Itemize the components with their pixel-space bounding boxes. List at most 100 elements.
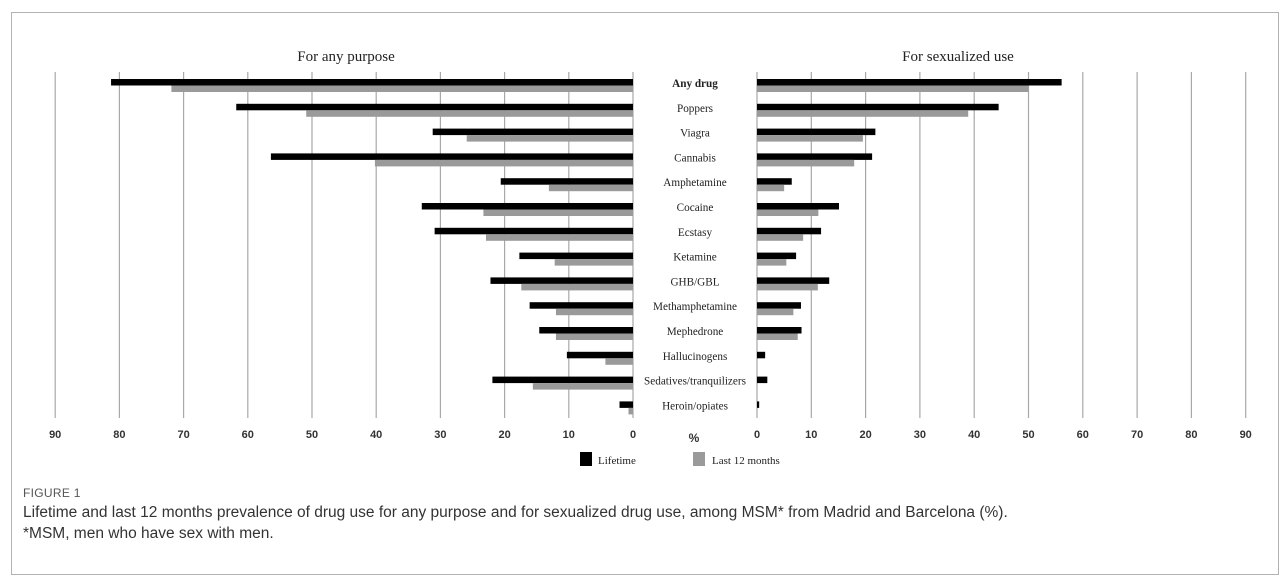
bar-any-last12-amphetamine bbox=[548, 184, 633, 192]
bar-sex-last12-ghb-gbl bbox=[757, 283, 818, 291]
category-label-cannabis: Cannabis bbox=[674, 152, 716, 164]
bar-any-lifetime-amphetamine bbox=[500, 178, 633, 185]
tick-labels: 0 0 10 10 20 20 30 30 40 40 50 50 60 60 70 70 80 80 90 90 bbox=[49, 429, 1252, 441]
bar-any-last12-viagra bbox=[466, 135, 633, 142]
bar-sex-last12-ecstasy bbox=[757, 234, 804, 241]
bar-any-last12-any-drug bbox=[171, 85, 634, 92]
bar-any-last12-heroin-opiates bbox=[628, 407, 633, 415]
bar-any-last12-cannabis bbox=[374, 159, 633, 167]
bar-sex-lifetime-viagra bbox=[757, 128, 876, 136]
figure-frame bbox=[11, 12, 1279, 575]
category-label-any-drug: Any drug bbox=[672, 78, 718, 90]
tick-right-60: 60 bbox=[1077, 429, 1089, 441]
tick-left-0: 0 bbox=[630, 429, 636, 441]
bar-any-lifetime-any-drug bbox=[111, 79, 633, 86]
bar-sex-last12-any-drug bbox=[757, 85, 1029, 92]
bar-sex-last12-cocaine bbox=[757, 209, 819, 216]
grid-right bbox=[756, 72, 1247, 418]
tick-right-80: 80 bbox=[1185, 429, 1197, 441]
bar-any-last12-sedatives-tranquilizers bbox=[532, 383, 633, 390]
category-label-ghb-gbl: GHB/GBL bbox=[670, 276, 719, 288]
bar-sex-last12-viagra bbox=[757, 135, 863, 142]
bar-any-last12-cocaine bbox=[483, 209, 633, 216]
tick-left-20: 20 bbox=[498, 429, 510, 441]
bar-sex-lifetime-any-drug bbox=[757, 79, 1062, 86]
grid-left bbox=[54, 72, 634, 418]
bar-any-lifetime-ecstasy bbox=[434, 227, 633, 235]
category-label-ketamine: Ketamine bbox=[673, 252, 717, 264]
bar-any-lifetime-methamphetamine bbox=[529, 302, 633, 309]
category-label-sedatives-tranquilizers: Sedatives/tranquilizers bbox=[644, 376, 746, 388]
category-label-viagra: Viagra bbox=[680, 128, 710, 140]
bar-any-last12-mephedrone bbox=[555, 333, 633, 340]
category-label-heroin-opiates: Heroin/opiates bbox=[662, 400, 728, 412]
bar-sex-last12-mephedrone bbox=[757, 333, 798, 340]
bar-sex-lifetime-mephedrone bbox=[757, 327, 802, 334]
bar-sex-lifetime-cannabis bbox=[757, 153, 873, 160]
caption-main: Lifetime and last 12 months prevalence o… bbox=[23, 504, 1008, 521]
bar-any-lifetime-hallucinogens bbox=[566, 351, 633, 359]
bar-sex-lifetime-heroin-opiates bbox=[757, 401, 760, 408]
x-axis-label: % bbox=[689, 431, 700, 445]
bar-sex-lifetime-poppers bbox=[757, 103, 999, 111]
bar-any-lifetime-mephedrone bbox=[539, 327, 633, 334]
legend-label-lifetime: Lifetime bbox=[598, 455, 636, 467]
bar-any-last12-methamphetamine bbox=[555, 308, 633, 316]
tick-right-0: 0 bbox=[754, 429, 760, 441]
figure-caption: Lifetime and last 12 months prevalence o… bbox=[23, 502, 1263, 544]
caption-footnote: *MSM, men who have sex with men. bbox=[23, 525, 274, 542]
bar-sex-lifetime-methamphetamine bbox=[757, 302, 801, 309]
bar-sex-lifetime-cocaine bbox=[757, 203, 839, 210]
bars-group bbox=[111, 79, 1062, 415]
category-label-cocaine: Cocaine bbox=[677, 202, 714, 214]
bar-sex-last12-ketamine bbox=[757, 259, 787, 266]
tick-left-90: 90 bbox=[49, 429, 61, 441]
legend-swatch-lifetime bbox=[580, 452, 592, 466]
category-label-ecstasy: Ecstasy bbox=[678, 227, 713, 239]
bar-sex-lifetime-hallucinogens bbox=[757, 351, 766, 359]
bar-sex-lifetime-amphetamine bbox=[757, 178, 792, 185]
bar-sex-lifetime-ghb-gbl bbox=[757, 277, 830, 284]
category-label-mephedrone: Mephedrone bbox=[667, 326, 724, 338]
tick-left-60: 60 bbox=[242, 429, 254, 441]
tick-right-30: 30 bbox=[914, 429, 926, 441]
category-label-hallucinogens: Hallucinogens bbox=[663, 351, 728, 363]
panel-title-any-purpose: For any purpose bbox=[297, 49, 395, 65]
bar-any-last12-ghb-gbl bbox=[521, 283, 633, 291]
figure-label: FIGURE 1 bbox=[23, 486, 81, 500]
bar-any-lifetime-ghb-gbl bbox=[490, 277, 633, 284]
category-label-poppers: Poppers bbox=[677, 103, 713, 115]
bar-any-lifetime-ketamine bbox=[519, 252, 633, 260]
drug-use-chart: Any drug Poppers Viagra Cannabis Amphetamine… bbox=[49, 49, 1252, 467]
tick-left-70: 70 bbox=[177, 429, 189, 441]
bar-any-lifetime-viagra bbox=[432, 128, 633, 136]
tick-right-50: 50 bbox=[1022, 429, 1034, 441]
bar-sex-last12-cannabis bbox=[757, 159, 855, 167]
bar-any-last12-ecstasy bbox=[485, 234, 633, 241]
tick-right-70: 70 bbox=[1131, 429, 1143, 441]
tick-right-20: 20 bbox=[859, 429, 871, 441]
category-label-methamphetamine: Methamphetamine bbox=[653, 301, 737, 313]
legend-swatch-last12 bbox=[693, 452, 705, 466]
tick-right-40: 40 bbox=[968, 429, 980, 441]
legend: Lifetime Last 12 months bbox=[580, 452, 780, 467]
bar-sex-last12-amphetamine bbox=[757, 184, 785, 192]
bar-sex-lifetime-ketamine bbox=[757, 252, 797, 260]
bar-any-last12-poppers bbox=[306, 110, 633, 117]
tick-right-90: 90 bbox=[1240, 429, 1252, 441]
tick-right-10: 10 bbox=[805, 429, 817, 441]
category-label-amphetamine: Amphetamine bbox=[663, 177, 726, 189]
tick-left-40: 40 bbox=[370, 429, 382, 441]
category-labels: Any drug Poppers Viagra Cannabis Amphetamine… bbox=[644, 78, 746, 412]
tick-left-80: 80 bbox=[113, 429, 125, 441]
bar-any-lifetime-heroin-opiates bbox=[619, 401, 633, 408]
bar-sex-lifetime-sedatives-tranquilizers bbox=[757, 376, 768, 384]
bar-any-lifetime-cannabis bbox=[270, 153, 633, 160]
legend-label-last12: Last 12 months bbox=[712, 455, 780, 467]
bar-sex-last12-methamphetamine bbox=[757, 308, 794, 316]
bar-sex-last12-poppers bbox=[757, 110, 969, 117]
bar-any-lifetime-sedatives-tranquilizers bbox=[492, 376, 633, 384]
bar-sex-lifetime-ecstasy bbox=[757, 227, 822, 235]
bar-any-lifetime-cocaine bbox=[421, 203, 633, 210]
panel-title-sexualized: For sexualized use bbox=[902, 49, 1014, 65]
